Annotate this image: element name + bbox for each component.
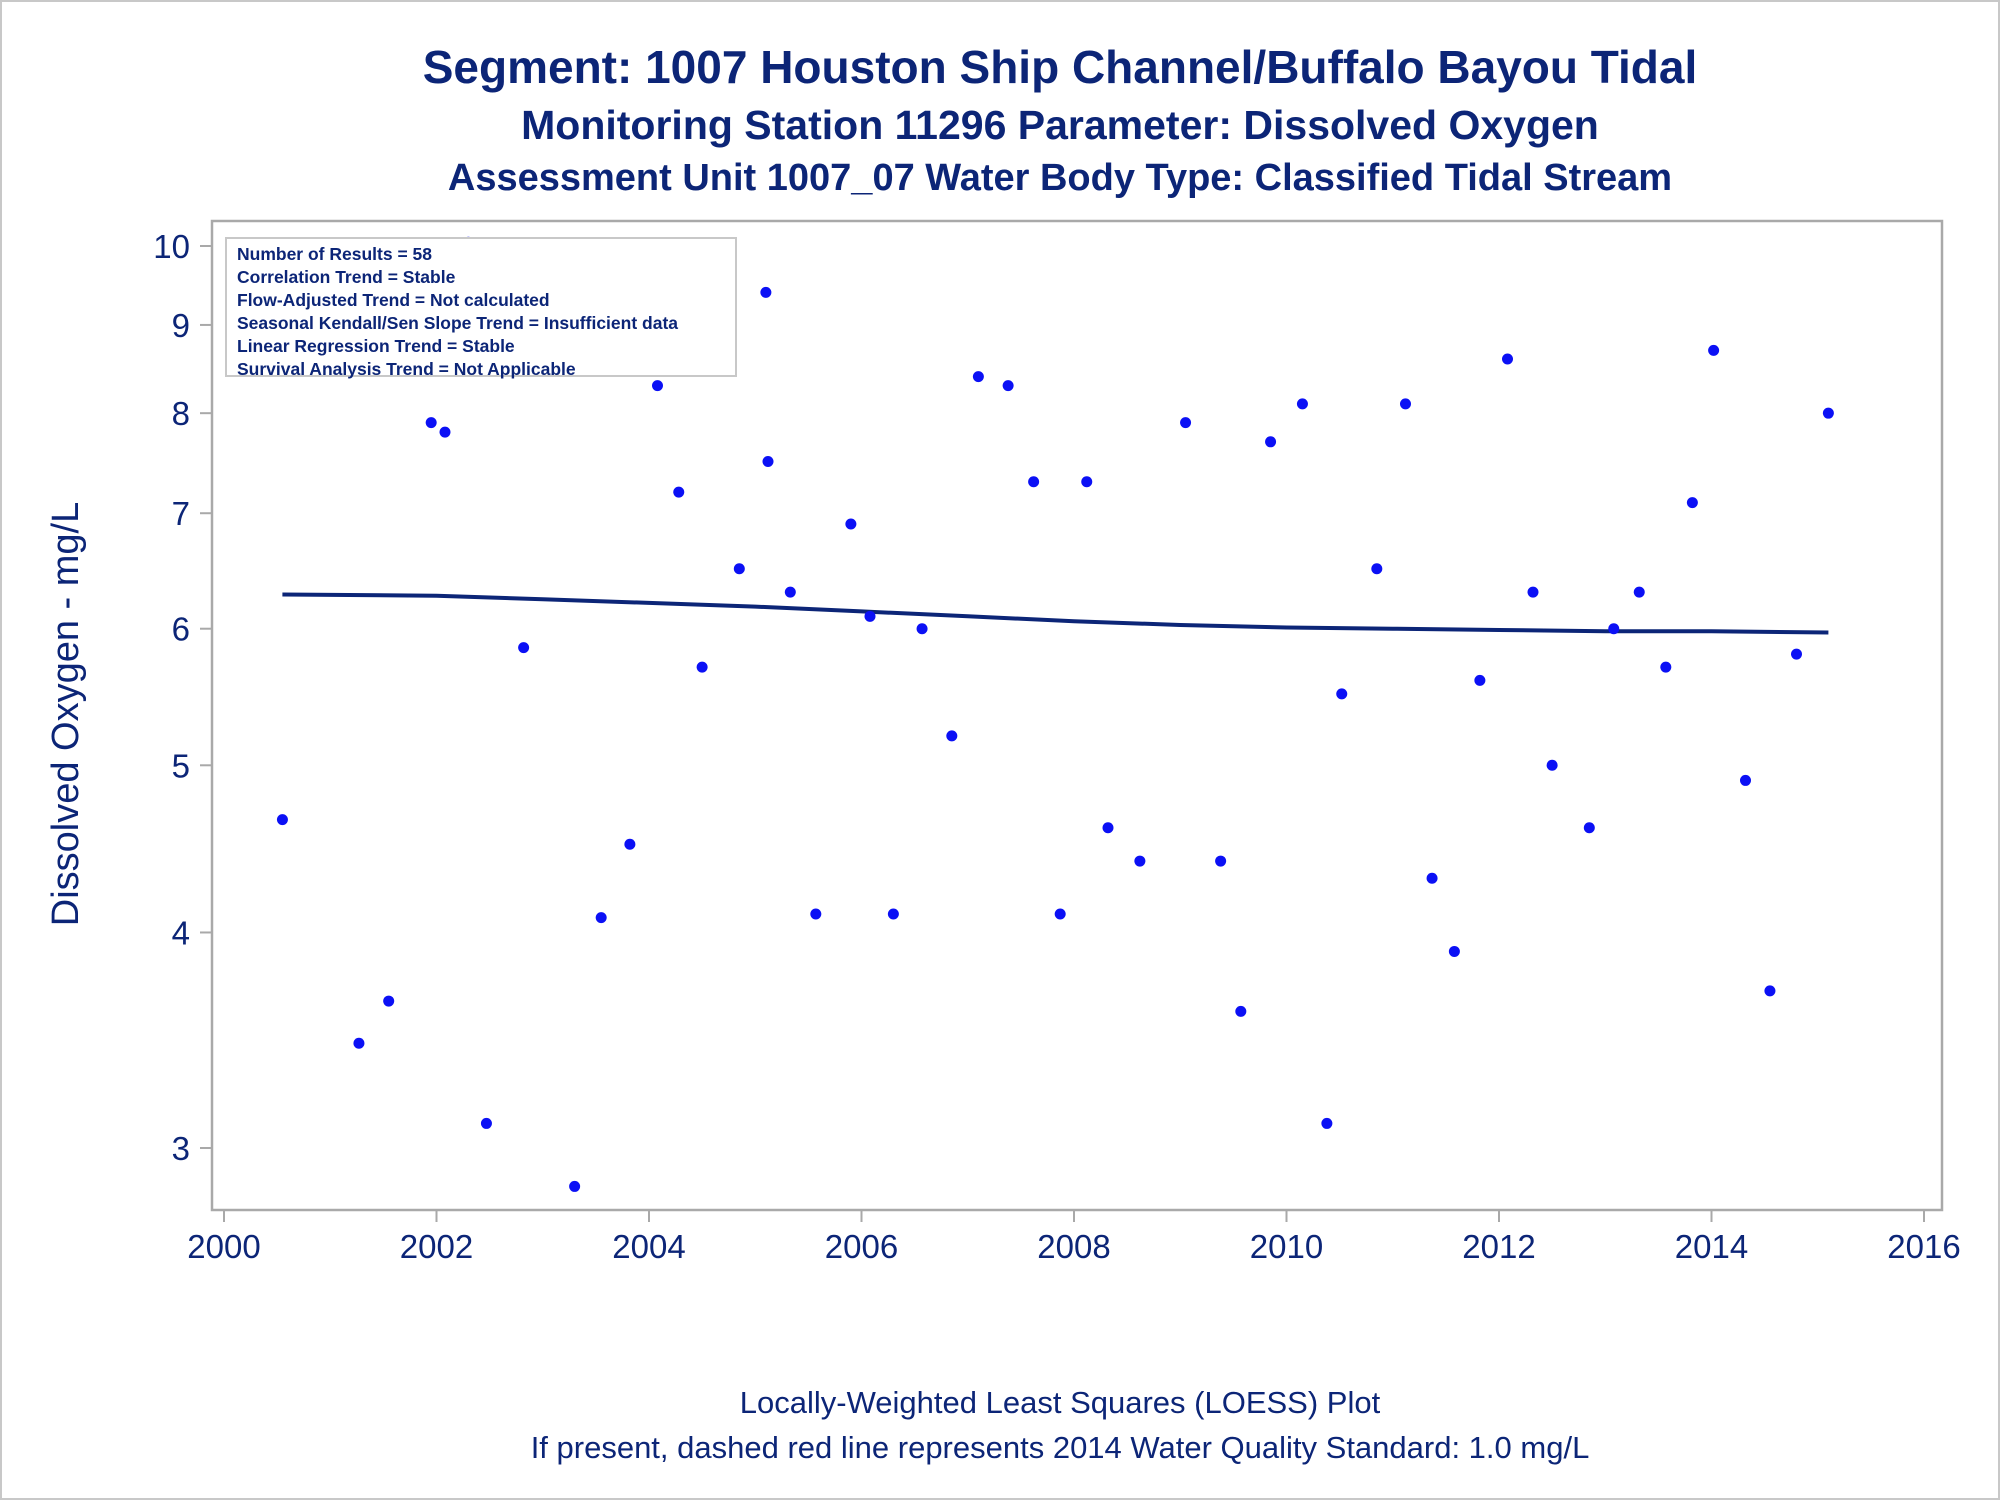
data-point <box>845 518 857 530</box>
data-point <box>595 912 607 924</box>
data-point <box>1054 908 1066 920</box>
data-point <box>864 610 876 622</box>
data-point <box>425 417 437 429</box>
x-tick-label: 2016 <box>1887 1228 1960 1265</box>
data-point <box>784 586 796 598</box>
data-point <box>1002 380 1014 392</box>
footnote-loess: Locally-Weighted Least Squares (LOESS) P… <box>739 1385 1381 1420</box>
data-point <box>946 730 958 742</box>
data-point <box>1822 407 1834 419</box>
y-tick-label: 6 <box>172 611 190 648</box>
data-point <box>1502 353 1513 365</box>
data-point <box>733 563 745 575</box>
data-point <box>673 486 685 498</box>
y-tick-label: 3 <box>172 1130 190 1167</box>
data-point <box>1296 398 1308 410</box>
y-tick-label: 10 <box>153 228 190 265</box>
trend-stats-box: Number of Results = 58 Correlation Trend… <box>225 237 737 379</box>
data-point <box>1583 822 1595 834</box>
data-point <box>353 1037 365 1049</box>
data-point <box>1474 674 1486 686</box>
data-point <box>1660 661 1672 673</box>
y-tick-label: 7 <box>172 495 190 532</box>
data-point <box>1180 417 1192 429</box>
data-point <box>1265 436 1277 448</box>
data-point <box>1764 985 1776 997</box>
y-tick-label: 8 <box>172 395 190 432</box>
x-tick-label: 2000 <box>187 1228 260 1265</box>
loess-trend-line <box>282 592 1829 635</box>
stat-seasonal-kendall-trend: Seasonal Kendall/Sen Slope Trend = Insuf… <box>237 313 679 333</box>
data-point <box>810 908 822 920</box>
data-point <box>624 838 636 850</box>
y-tick-label: 4 <box>172 914 190 951</box>
data-point <box>569 1180 581 1192</box>
data-point <box>1546 759 1558 771</box>
data-point <box>1134 855 1146 867</box>
x-tick-label: 2002 <box>400 1228 473 1265</box>
chart-subtitle-station: Monitoring Station 11296 Parameter: Diss… <box>521 102 1599 148</box>
data-point <box>652 380 663 392</box>
data-point <box>1448 945 1460 957</box>
data-point <box>1215 855 1227 867</box>
chart-title: Segment: 1007 Houston Ship Channel/Buffa… <box>422 41 1698 93</box>
data-point <box>1400 398 1411 410</box>
data-point <box>1608 623 1620 635</box>
data-point <box>696 661 708 673</box>
x-tick-label: 2008 <box>1037 1228 1110 1265</box>
x-tick-label: 2014 <box>1675 1228 1748 1265</box>
data-point <box>1321 1117 1333 1129</box>
stat-survival-analysis-trend: Survival Analysis Trend = Not Applicable <box>237 359 576 379</box>
axes-group: 2000 2002 2004 2006 2008 2010 2012 2014 2016 3 4 5 6… <box>45 219 1961 1265</box>
plot-frame <box>210 219 1944 1212</box>
y-tick-label: 5 <box>172 747 190 784</box>
data-point <box>439 426 451 438</box>
stat-correlation-trend: Correlation Trend = Stable <box>237 267 456 287</box>
data-point <box>1686 497 1698 509</box>
data-point <box>1371 563 1383 575</box>
stat-number-of-results: Number of Results = 58 <box>237 244 432 264</box>
data-point <box>276 814 288 826</box>
data-point <box>916 623 928 635</box>
data-point <box>1791 648 1802 660</box>
trend-group <box>282 592 1829 635</box>
data-point <box>1740 774 1751 786</box>
data-point <box>480 1117 492 1129</box>
x-tick-label: 2010 <box>1250 1228 1323 1265</box>
y-tick-label: 9 <box>172 307 190 344</box>
data-point <box>1336 688 1348 700</box>
chart-subtitle-assessment: Assessment Unit 1007_07 Water Body Type:… <box>447 157 1673 199</box>
data-point <box>1028 476 1040 488</box>
footnote-standard: If present, dashed red line represents 2… <box>530 1430 1590 1465</box>
data-point <box>1633 586 1645 598</box>
data-point <box>972 371 984 383</box>
y-axis-label: Dissolved Oxygen - mg/L <box>45 502 87 927</box>
data-point <box>1527 586 1539 598</box>
data-point <box>887 908 899 920</box>
data-point <box>1081 476 1093 488</box>
x-tick-label: 2012 <box>1462 1228 1535 1265</box>
stat-flow-adjusted-trend: Flow-Adjusted Trend = Not calculated <box>237 290 550 310</box>
x-tick-label: 2004 <box>612 1228 685 1265</box>
data-point <box>1426 872 1438 884</box>
data-point <box>383 995 395 1007</box>
data-point <box>1235 1005 1247 1017</box>
data-point <box>518 642 530 654</box>
stat-linear-regression-trend: Linear Regression Trend = Stable <box>237 336 515 356</box>
data-point <box>760 286 772 298</box>
data-point <box>1708 344 1720 356</box>
data-point <box>1102 822 1114 834</box>
x-tick-label: 2006 <box>825 1228 898 1265</box>
data-point <box>762 456 774 468</box>
